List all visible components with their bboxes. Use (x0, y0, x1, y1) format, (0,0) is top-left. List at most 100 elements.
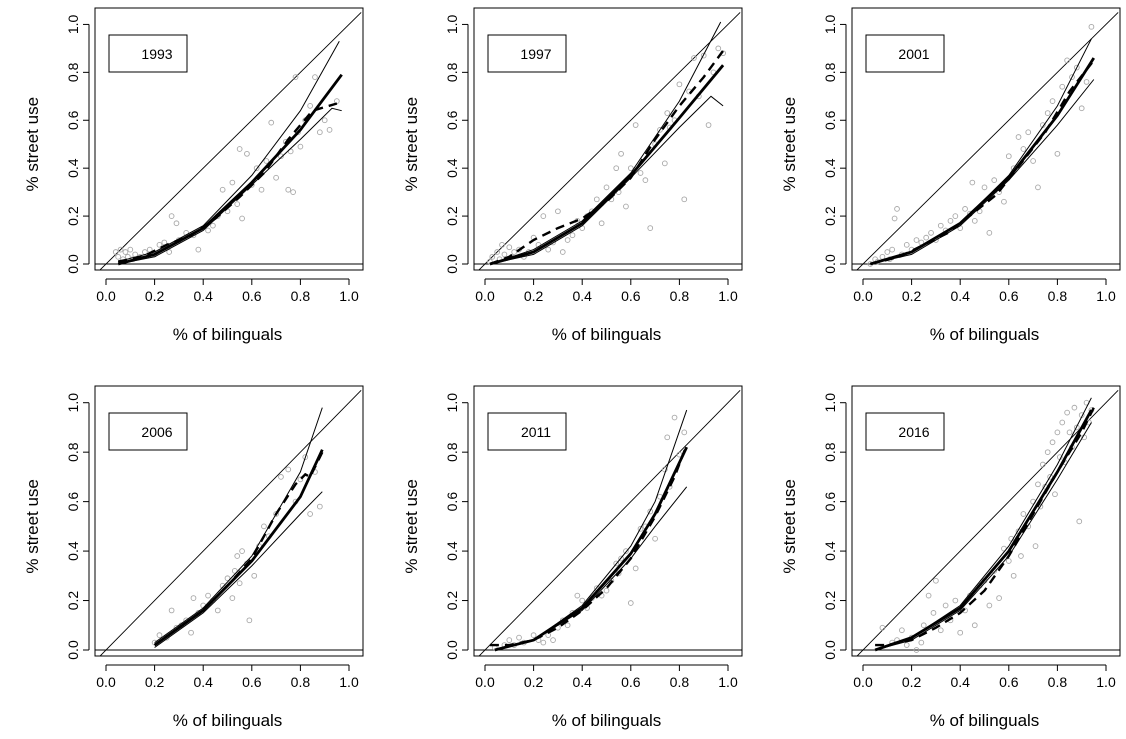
plot-area (474, 12, 742, 270)
data-point (234, 553, 241, 559)
y-tick-label: 0.0 (822, 254, 838, 274)
data-point (991, 177, 998, 184)
data-point (681, 429, 688, 436)
data-point (501, 251, 508, 258)
data-point (971, 218, 978, 224)
y-tick-label: 0.8 (65, 62, 81, 82)
data-point (1032, 543, 1039, 549)
panel-1993: 1993 0.0 0.2 0.4 0.6 0.8 1.0 % of bilinguals 0.0… (23, 7, 364, 344)
data-point (1076, 518, 1083, 525)
lower-bound-line (118, 107, 342, 265)
data-point (112, 249, 119, 255)
data-point (251, 572, 258, 579)
data-point (188, 629, 194, 636)
y-tick-label: 0.4 (65, 158, 81, 178)
y-axis-label: % street use (402, 479, 421, 574)
data-point (664, 110, 671, 116)
data-point (613, 165, 620, 172)
y-axis-label: % street use (23, 97, 42, 192)
legend-box (108, 412, 188, 451)
identity-line (99, 12, 362, 270)
panel-2011: 2011 0.0 0.2 0.4 0.6 0.8 1.0 % of bilinguals 0.0… (402, 385, 743, 730)
data-point (316, 129, 323, 136)
x-axis-label: % of bilinguals (173, 325, 283, 344)
y-axis-label: % street use (780, 97, 799, 192)
lower-bound-line (870, 79, 1095, 265)
data-point (637, 170, 644, 176)
data-point (239, 548, 245, 554)
data-point (569, 232, 576, 239)
legend-label: 1993 (141, 46, 172, 62)
x-axis-label: % of bilinguals (930, 711, 1040, 730)
y-axis-label: % street use (402, 97, 421, 192)
data-point (996, 595, 1002, 601)
y-tick-label: 0.6 (444, 492, 460, 512)
x-tick-label: 1.0 (718, 288, 738, 304)
plot-area (852, 390, 1120, 656)
data-point (574, 592, 581, 599)
data-point (205, 592, 211, 599)
data-point (986, 602, 993, 609)
data-point (246, 617, 253, 624)
y-tick-label: 0.8 (444, 442, 460, 462)
data-point (593, 196, 600, 203)
y-tick-label: 0.4 (822, 541, 838, 561)
y-tick-label: 0.2 (65, 591, 81, 611)
y-tick-label: 0.2 (444, 591, 460, 611)
data-point (637, 525, 644, 532)
data-point (1020, 146, 1027, 152)
x-tick-label: 0.4 (950, 288, 970, 304)
data-point (168, 213, 175, 219)
x-tick-label: 1.0 (718, 674, 738, 690)
x-axis-label: % of bilinguals (173, 711, 283, 730)
data-point (925, 592, 932, 599)
data-point (190, 595, 197, 601)
lower-bound-line (874, 422, 1092, 651)
data-point (603, 184, 610, 191)
y-tick-label: 0.4 (444, 541, 460, 561)
data-point (952, 597, 959, 604)
data-point (942, 602, 949, 609)
data-point (511, 249, 518, 255)
data-point (652, 535, 658, 542)
data-point (986, 230, 993, 236)
data-point (127, 246, 134, 253)
legend-label: 1997 (520, 46, 551, 62)
x-tick-label: 0.4 (572, 674, 592, 690)
data-point (564, 237, 571, 243)
dashed-fit-line (489, 50, 725, 266)
x-tick-label: 0.6 (999, 288, 1019, 304)
data-point (239, 215, 245, 222)
data-point (1025, 129, 1032, 136)
y-tick-label: 0.8 (822, 442, 838, 462)
legend-box (865, 34, 945, 73)
x-tick-label: 0.2 (145, 288, 165, 304)
data-point (1071, 404, 1078, 411)
x-tick-label: 0.0 (96, 674, 116, 690)
data-point (1059, 83, 1066, 90)
plot-area (474, 390, 742, 656)
data-point (316, 503, 323, 510)
data-point (278, 474, 284, 480)
plot-frame (94, 7, 364, 271)
legend-label: 2011 (521, 424, 551, 440)
legend-label: 2001 (898, 46, 929, 62)
data-point (1044, 449, 1051, 456)
y-tick-label: 1.0 (444, 14, 460, 34)
data-point (1054, 429, 1061, 436)
data-point (952, 213, 959, 219)
data-point (489, 253, 496, 260)
y-tick-label: 0.0 (444, 254, 460, 274)
data-point (253, 165, 260, 172)
legend-box (487, 34, 567, 73)
data-point (268, 119, 275, 126)
data-point (1073, 64, 1080, 71)
y-tick-label: 0.6 (822, 492, 838, 512)
data-point (884, 249, 891, 255)
data-point (632, 565, 639, 572)
x-tick-label: 0.8 (291, 674, 311, 690)
plot-frame (851, 7, 1121, 271)
data-point (1030, 158, 1036, 164)
data-point (1018, 553, 1024, 559)
dashed-fit-line (870, 59, 1095, 266)
